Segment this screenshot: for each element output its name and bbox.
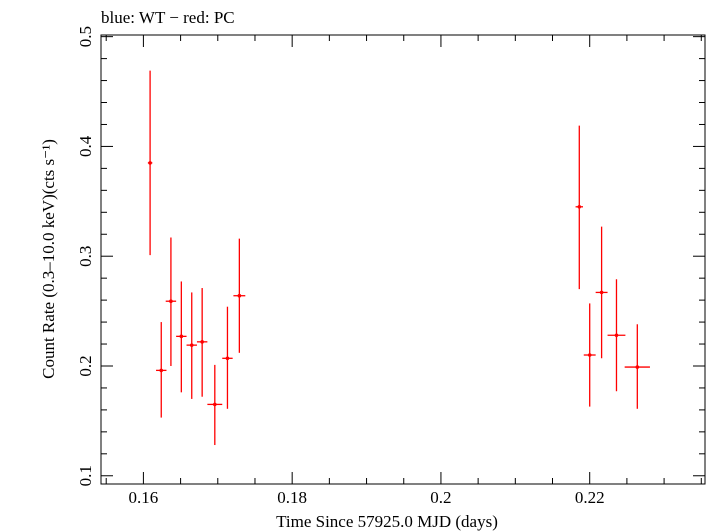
plot-frame [100,34,706,485]
point-marker [213,402,217,407]
data-point [607,279,626,392]
y-tick-label: 0.1 [76,465,95,486]
y-tick-label: 0.3 [76,246,95,267]
point-marker [169,299,173,304]
point-marker [599,290,604,295]
data-point [233,238,246,353]
point-marker [179,334,184,339]
point-marker [587,353,592,357]
point-marker [189,343,194,347]
data-point [222,306,233,409]
x-axis-label: Time Since 57925.0 MJD (days) [276,512,498,531]
data-point [207,364,223,446]
data-point [156,322,167,418]
y-tick-labels: 0.1 0.2 0.3 0.4 0.5 [76,26,95,486]
y-axis-label: Count Rate (0.3–10.0 keV)(cts s⁻¹) [39,139,58,379]
point-marker [200,340,204,344]
point-marker [635,365,640,369]
x-tick-labels: 0.16 0.18 0.2 0.22 [129,488,605,507]
y-tick-label: 0.4 [76,135,95,157]
data-point [165,237,177,366]
point-marker [148,161,152,165]
data-points [147,70,650,446]
data-point [147,70,153,256]
data-point [624,324,650,409]
x-tick-label: 0.22 [575,488,605,507]
chart-title: blue: WT − red: PC [101,8,235,27]
point-marker [159,368,164,373]
data-point [575,125,584,290]
point-marker [614,333,619,338]
data-point [176,281,187,393]
data-point [186,292,197,399]
point-marker [237,293,242,298]
point-marker [225,356,230,361]
x-tick-label: 0.16 [129,488,159,507]
y-tick-label: 0.5 [76,26,95,47]
data-point [196,288,208,397]
point-marker [577,205,582,209]
y-tick-label: 0.2 [76,355,95,376]
x-tick-label: 0.18 [277,488,307,507]
data-point [595,226,608,359]
data-point [583,303,596,407]
x-tick-label: 0.2 [430,488,451,507]
axis-ticks [101,35,705,484]
